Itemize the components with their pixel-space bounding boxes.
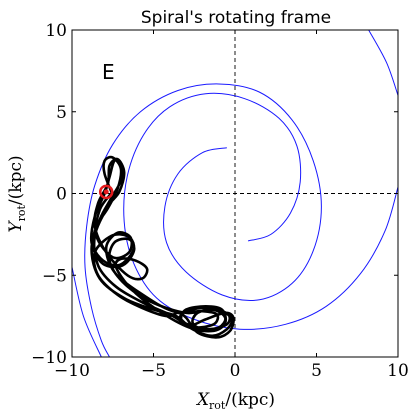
spiral-arm-3 [368, 30, 398, 96]
y-tick-label: −10 [31, 348, 67, 368]
plot-content [72, 30, 398, 357]
y-tick-label: 5 [56, 103, 67, 123]
x-tick-label: 10 [387, 361, 409, 381]
plot-area [71, 29, 399, 358]
spiral-arm-1 [84, 83, 322, 357]
y-axis-label-sub: rot [15, 205, 28, 222]
x-tick-label: −10 [54, 361, 90, 381]
y-tick-label: 0 [56, 185, 67, 205]
spiral-arm-4 [72, 266, 102, 357]
orbit-start-marker-center [103, 189, 109, 195]
panel-label: E [102, 60, 115, 84]
x-axis-label-sub: rot [209, 399, 226, 412]
orbit-line [89, 155, 235, 339]
y-axis-label: Yrot/(kpc) [6, 155, 28, 232]
orbit-start-marker [98, 184, 114, 200]
y-tick-label: −5 [42, 266, 67, 286]
x-axis-label: Xrot/(kpc) [195, 390, 275, 412]
x-tick-label: −5 [141, 361, 166, 381]
y-axis-label-main: Y [6, 220, 26, 233]
x-axis-label-unit: /(kpc) [225, 390, 275, 410]
y-tick-label: 10 [45, 21, 67, 41]
x-tick-label: 0 [230, 361, 241, 381]
y-axis-label-unit: /(kpc) [6, 155, 26, 205]
x-axis-label-main: X [195, 390, 210, 410]
x-tick-label: 5 [311, 361, 322, 381]
chart-title: Spiral's rotating frame [141, 8, 331, 28]
spiral-arm-2 [123, 92, 398, 330]
tick-labels: −10 −5 0 5 10 −10 −5 0 5 10 [31, 21, 409, 381]
